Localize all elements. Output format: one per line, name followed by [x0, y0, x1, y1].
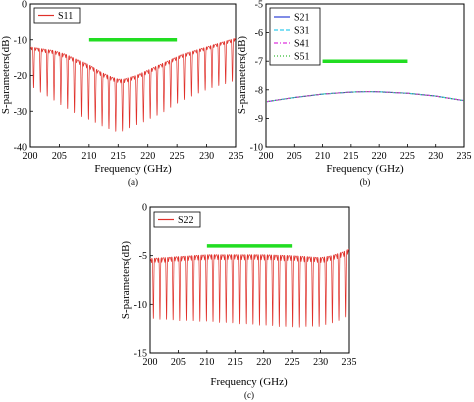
- legend: S21 S31 S41 S51: [269, 7, 321, 66]
- x-tick-label: 225: [285, 357, 300, 368]
- x-ticks: 200 205 210 215 220 225 230 235: [259, 144, 472, 162]
- y-axis-label: S-parameters(dB): [120, 241, 132, 320]
- x-ticks: 200 205 210 215 220 225 230 235: [23, 144, 244, 162]
- legend-label: S22: [178, 215, 194, 226]
- y-tick-label: -9: [255, 114, 263, 125]
- series-s51-line: [266, 90, 464, 103]
- x-tick-label: 205: [287, 151, 302, 162]
- series-s22-line: [150, 248, 349, 328]
- x-tick-label: 205: [52, 151, 67, 162]
- y-tick-label: 0: [142, 203, 147, 214]
- x-tick-label: 210: [315, 151, 330, 162]
- panel-label: (b): [360, 177, 371, 187]
- x-tick-label: 230: [199, 151, 214, 162]
- legend-label-s21: S21: [294, 13, 310, 24]
- series-layer: [30, 37, 236, 132]
- series-layer: [266, 90, 464, 103]
- y-tick-label: -8: [255, 85, 263, 96]
- x-tick-label: 200: [259, 151, 274, 162]
- x-tick-label: 230: [428, 151, 443, 162]
- y-tick-label: -40: [14, 143, 27, 154]
- x-tick-label: 205: [171, 357, 186, 368]
- x-axis-label: Frequency (GHz): [94, 163, 172, 175]
- x-tick-label: 200: [23, 151, 38, 162]
- y-tick-label: -6: [255, 28, 263, 39]
- y-axis-label: S-parameters(dB): [236, 36, 248, 115]
- x-axis-label: Frequency (GHz): [210, 376, 288, 388]
- y-axis-label: S-parameters(dB): [0, 36, 12, 115]
- legend-label-s31: S31: [294, 26, 310, 37]
- y-tick-label: -7: [255, 57, 263, 68]
- legend: S11: [33, 7, 81, 24]
- y-tick-label: -10: [250, 143, 263, 154]
- x-tick-label: 235: [229, 151, 244, 162]
- x-tick-label: 215: [343, 151, 358, 162]
- x-tick-label: 220: [256, 357, 271, 368]
- x-tick-label: 210: [81, 151, 96, 162]
- y-tick-label: 0: [22, 0, 27, 11]
- y-ticks: 0 -10 -20 -30 -40: [14, 0, 33, 154]
- x-tick-label: 200: [143, 357, 158, 368]
- y-tick-label: -10: [134, 300, 147, 311]
- panel-label: (a): [128, 177, 138, 187]
- legend: S22: [153, 211, 201, 228]
- x-tick-label: 235: [342, 357, 357, 368]
- panel-c: 200 205 210 215 220 225 230 235 0 -5 -10 -15 S22 F…: [120, 203, 357, 401]
- y-ticks: -5 -6 -7 -8 -9 -10: [250, 0, 269, 154]
- legend-label-s41: S41: [294, 39, 310, 50]
- y-tick-label: -20: [14, 71, 27, 82]
- y-tick-label: -5: [255, 0, 263, 11]
- legend-box: [153, 211, 201, 228]
- y-tick-label: -15: [134, 349, 147, 360]
- x-ticks: 200 205 210 215 220 225 230 235: [143, 350, 357, 368]
- panel-label: (c): [244, 390, 254, 400]
- legend-label: S11: [58, 11, 73, 22]
- plot-frame: [149, 206, 350, 354]
- plot-frame: [29, 3, 237, 148]
- y-tick-label: -10: [14, 35, 27, 46]
- x-tick-label: 215: [228, 357, 243, 368]
- x-tick-label: 235: [457, 151, 472, 162]
- x-tick-label: 220: [140, 151, 155, 162]
- series-layer: [150, 248, 349, 328]
- x-tick-label: 220: [372, 151, 387, 162]
- x-tick-label: 230: [313, 357, 328, 368]
- x-tick-label: 215: [111, 151, 126, 162]
- x-tick-label: 210: [199, 357, 214, 368]
- panel-a: 200 205 210 215 220 225 230 235 0 -10 -20 -30 -40 S…: [0, 0, 244, 187]
- series-s11-line: [30, 37, 236, 132]
- y-ticks: 0 -5 -10 -15: [134, 203, 153, 360]
- legend-box: [33, 7, 81, 24]
- y-tick-label: -30: [14, 107, 27, 118]
- x-tick-label: 225: [170, 151, 185, 162]
- y-tick-label: -5: [139, 251, 147, 262]
- panel-b: 200 205 210 215 220 225 230 235 -5 -6 -7 -8 -9 -10 S…: [236, 0, 472, 187]
- x-tick-label: 225: [400, 151, 415, 162]
- x-axis-label: Frequency (GHz): [326, 163, 404, 175]
- legend-label-s51: S51: [294, 52, 310, 63]
